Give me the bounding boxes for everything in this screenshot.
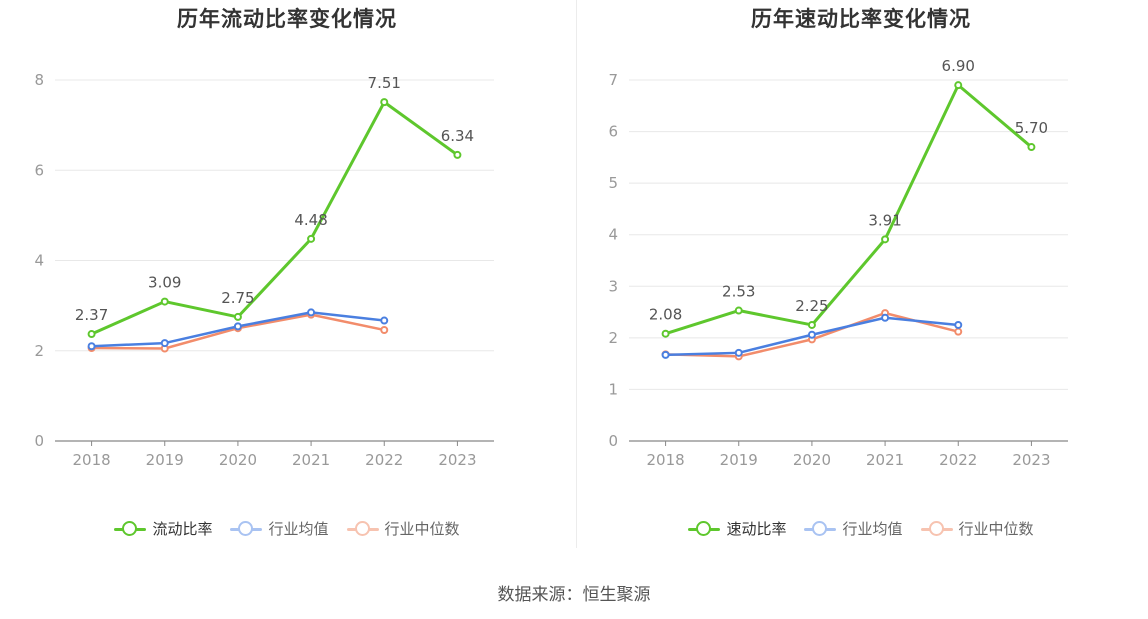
y-tick-label: 1 bbox=[608, 380, 618, 398]
y-tick-label: 2 bbox=[34, 342, 44, 360]
data-label: 2.25 bbox=[795, 297, 828, 315]
data-point bbox=[380, 325, 389, 334]
legend-current-ratio[interactable]: 流动比率 bbox=[114, 518, 212, 539]
x-tick-label: 2022 bbox=[939, 451, 977, 469]
data-point bbox=[233, 312, 242, 321]
legend-line-icon bbox=[346, 519, 379, 539]
data-point bbox=[160, 339, 169, 348]
y-tick-label: 4 bbox=[34, 252, 44, 270]
legend-line-icon bbox=[230, 519, 263, 539]
legend-quick-ratio[interactable]: 速动比率 bbox=[688, 518, 786, 539]
legend-line-icon bbox=[920, 519, 953, 539]
data-point bbox=[87, 330, 96, 339]
data-point bbox=[233, 322, 242, 331]
x-tick-label: 2018 bbox=[646, 451, 684, 469]
data-label: 7.51 bbox=[368, 74, 401, 92]
x-tick-label: 2023 bbox=[438, 451, 476, 469]
y-tick-label: 0 bbox=[34, 432, 44, 450]
data-point bbox=[160, 297, 169, 306]
data-point bbox=[734, 306, 743, 315]
data-point bbox=[307, 234, 316, 243]
quick-ratio-legend: 速动比率 行业均值 行业中位数 bbox=[574, 518, 1148, 539]
x-tick-label: 2021 bbox=[292, 451, 330, 469]
data-point bbox=[954, 320, 963, 329]
legend-line-icon bbox=[688, 519, 721, 539]
y-tick-label: 0 bbox=[608, 432, 618, 450]
data-label: 3.91 bbox=[868, 211, 901, 229]
panel-divider bbox=[576, 0, 577, 548]
data-point bbox=[453, 150, 462, 159]
x-tick-label: 2019 bbox=[720, 451, 758, 469]
series-line-0 bbox=[90, 100, 459, 336]
y-tick-label: 4 bbox=[608, 226, 618, 244]
data-point bbox=[881, 235, 890, 244]
current-ratio-panel: 历年流动比率变化情况 0 2 4 6 8 2018 2019 2020 2021 2022 2023… bbox=[0, 0, 574, 560]
data-label: 3.09 bbox=[148, 274, 181, 292]
x-tick-label: 2023 bbox=[1012, 451, 1050, 469]
legend-label: 速动比率 bbox=[726, 520, 787, 538]
data-label: 6.34 bbox=[441, 127, 474, 145]
legend-label: 流动比率 bbox=[152, 520, 213, 538]
y-tick-label: 6 bbox=[34, 161, 44, 179]
legend-line-icon bbox=[114, 519, 147, 539]
y-tick-label: 7 bbox=[608, 71, 618, 89]
series-line-0 bbox=[665, 83, 1033, 336]
data-label: 5.70 bbox=[1015, 119, 1048, 137]
quick-ratio-panel: 历年速动比率变化情况 0 1 2 3 4 5 6 7 2018 2019 2020 2021 2022 2… bbox=[574, 0, 1148, 560]
x-tick-label: 2020 bbox=[793, 451, 831, 469]
legend-label: 行业均值 bbox=[268, 520, 329, 538]
data-point bbox=[307, 308, 316, 317]
y-tick-label: 6 bbox=[608, 123, 618, 141]
x-tick-label: 2018 bbox=[72, 451, 110, 469]
data-point bbox=[380, 98, 389, 107]
legend-industry-median[interactable]: 行业中位数 bbox=[920, 518, 1034, 539]
data-point bbox=[807, 330, 816, 339]
data-label: 2.37 bbox=[75, 306, 108, 324]
data-point bbox=[661, 350, 670, 359]
current-ratio-legend: 流动比率 行业均值 行业中位数 bbox=[0, 518, 574, 539]
legend-industry-mean[interactable]: 行业均值 bbox=[804, 518, 903, 539]
data-label: 2.53 bbox=[722, 283, 755, 301]
data-label: 4.48 bbox=[294, 211, 327, 229]
data-point bbox=[881, 313, 890, 322]
data-point bbox=[87, 342, 96, 351]
data-label: 2.75 bbox=[221, 289, 254, 307]
data-point bbox=[1027, 143, 1036, 152]
x-tick-label: 2022 bbox=[365, 451, 403, 469]
x-tick-label: 2020 bbox=[219, 451, 257, 469]
legend-label: 行业中位数 bbox=[384, 520, 460, 538]
current-ratio-title: 历年流动比率变化情况 bbox=[177, 7, 397, 31]
y-tick-label: 2 bbox=[608, 329, 618, 347]
x-tick-label: 2019 bbox=[146, 451, 184, 469]
data-point bbox=[661, 329, 670, 338]
legend-industry-mean[interactable]: 行业均值 bbox=[230, 518, 329, 539]
quick-ratio-title: 历年速动比率变化情况 bbox=[751, 7, 971, 31]
legend-industry-median[interactable]: 行业中位数 bbox=[346, 518, 460, 539]
current-ratio-chart: 0 2 4 6 8 2018 2019 2020 2021 2022 2023 2.37 3.09 2.7… bbox=[34, 71, 494, 469]
data-point bbox=[954, 327, 963, 336]
data-source: 数据来源：恒生聚源 bbox=[497, 585, 651, 605]
y-tick-label: 5 bbox=[608, 174, 618, 192]
legend-line-icon bbox=[804, 519, 837, 539]
data-point bbox=[734, 348, 743, 357]
legend-label: 行业中位数 bbox=[958, 520, 1034, 538]
data-point bbox=[954, 81, 963, 90]
data-label: 2.08 bbox=[649, 306, 682, 324]
legend-label: 行业均值 bbox=[842, 520, 903, 538]
data-point bbox=[807, 320, 816, 329]
quick-ratio-chart: 0 1 2 3 4 5 6 7 2018 2019 2020 2021 2022 2023 2.08 2.53… bbox=[608, 57, 1068, 469]
data-point bbox=[380, 316, 389, 325]
data-label: 6.90 bbox=[942, 57, 975, 75]
y-tick-label: 3 bbox=[608, 277, 618, 295]
y-tick-label: 8 bbox=[34, 71, 44, 89]
x-tick-label: 2021 bbox=[866, 451, 904, 469]
